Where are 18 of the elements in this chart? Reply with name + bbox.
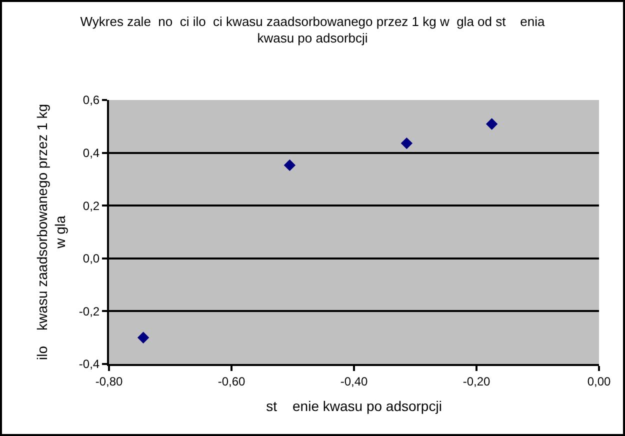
- point: [137, 332, 150, 344]
- x-tick-label: -0,60: [218, 374, 246, 388]
- point: [400, 137, 413, 150]
- y-tick-label: 0,0: [82, 252, 100, 266]
- y-tick-label: 0,4: [82, 146, 100, 160]
- x-axis-title: st enie kwasu po adsorpcji: [266, 398, 442, 414]
- y-tick-label: -0,2: [78, 304, 100, 318]
- y-tick-label: 0,6: [82, 93, 100, 108]
- y-axis-title: ilo kwasu zaadsorbowanego przez 1 kg w gla: [34, 104, 68, 360]
- x-tick-label: -0,20: [462, 374, 490, 388]
- x-tick-label: -0,80: [95, 374, 123, 388]
- point: [284, 159, 296, 172]
- point: [486, 118, 498, 130]
- y-tick-label: 0,2: [82, 198, 100, 213]
- x-tick-label: -0,40: [340, 374, 368, 388]
- y-tick-label: -0,4: [78, 357, 100, 372]
- chart-title: Wykres zale no ci ilo ci kwasu zaadsorbowanego przez 1 kg w gla od st enia kwasu po adsorbcji: [80, 14, 546, 46]
- x-tick-label: 0,00: [587, 374, 611, 388]
